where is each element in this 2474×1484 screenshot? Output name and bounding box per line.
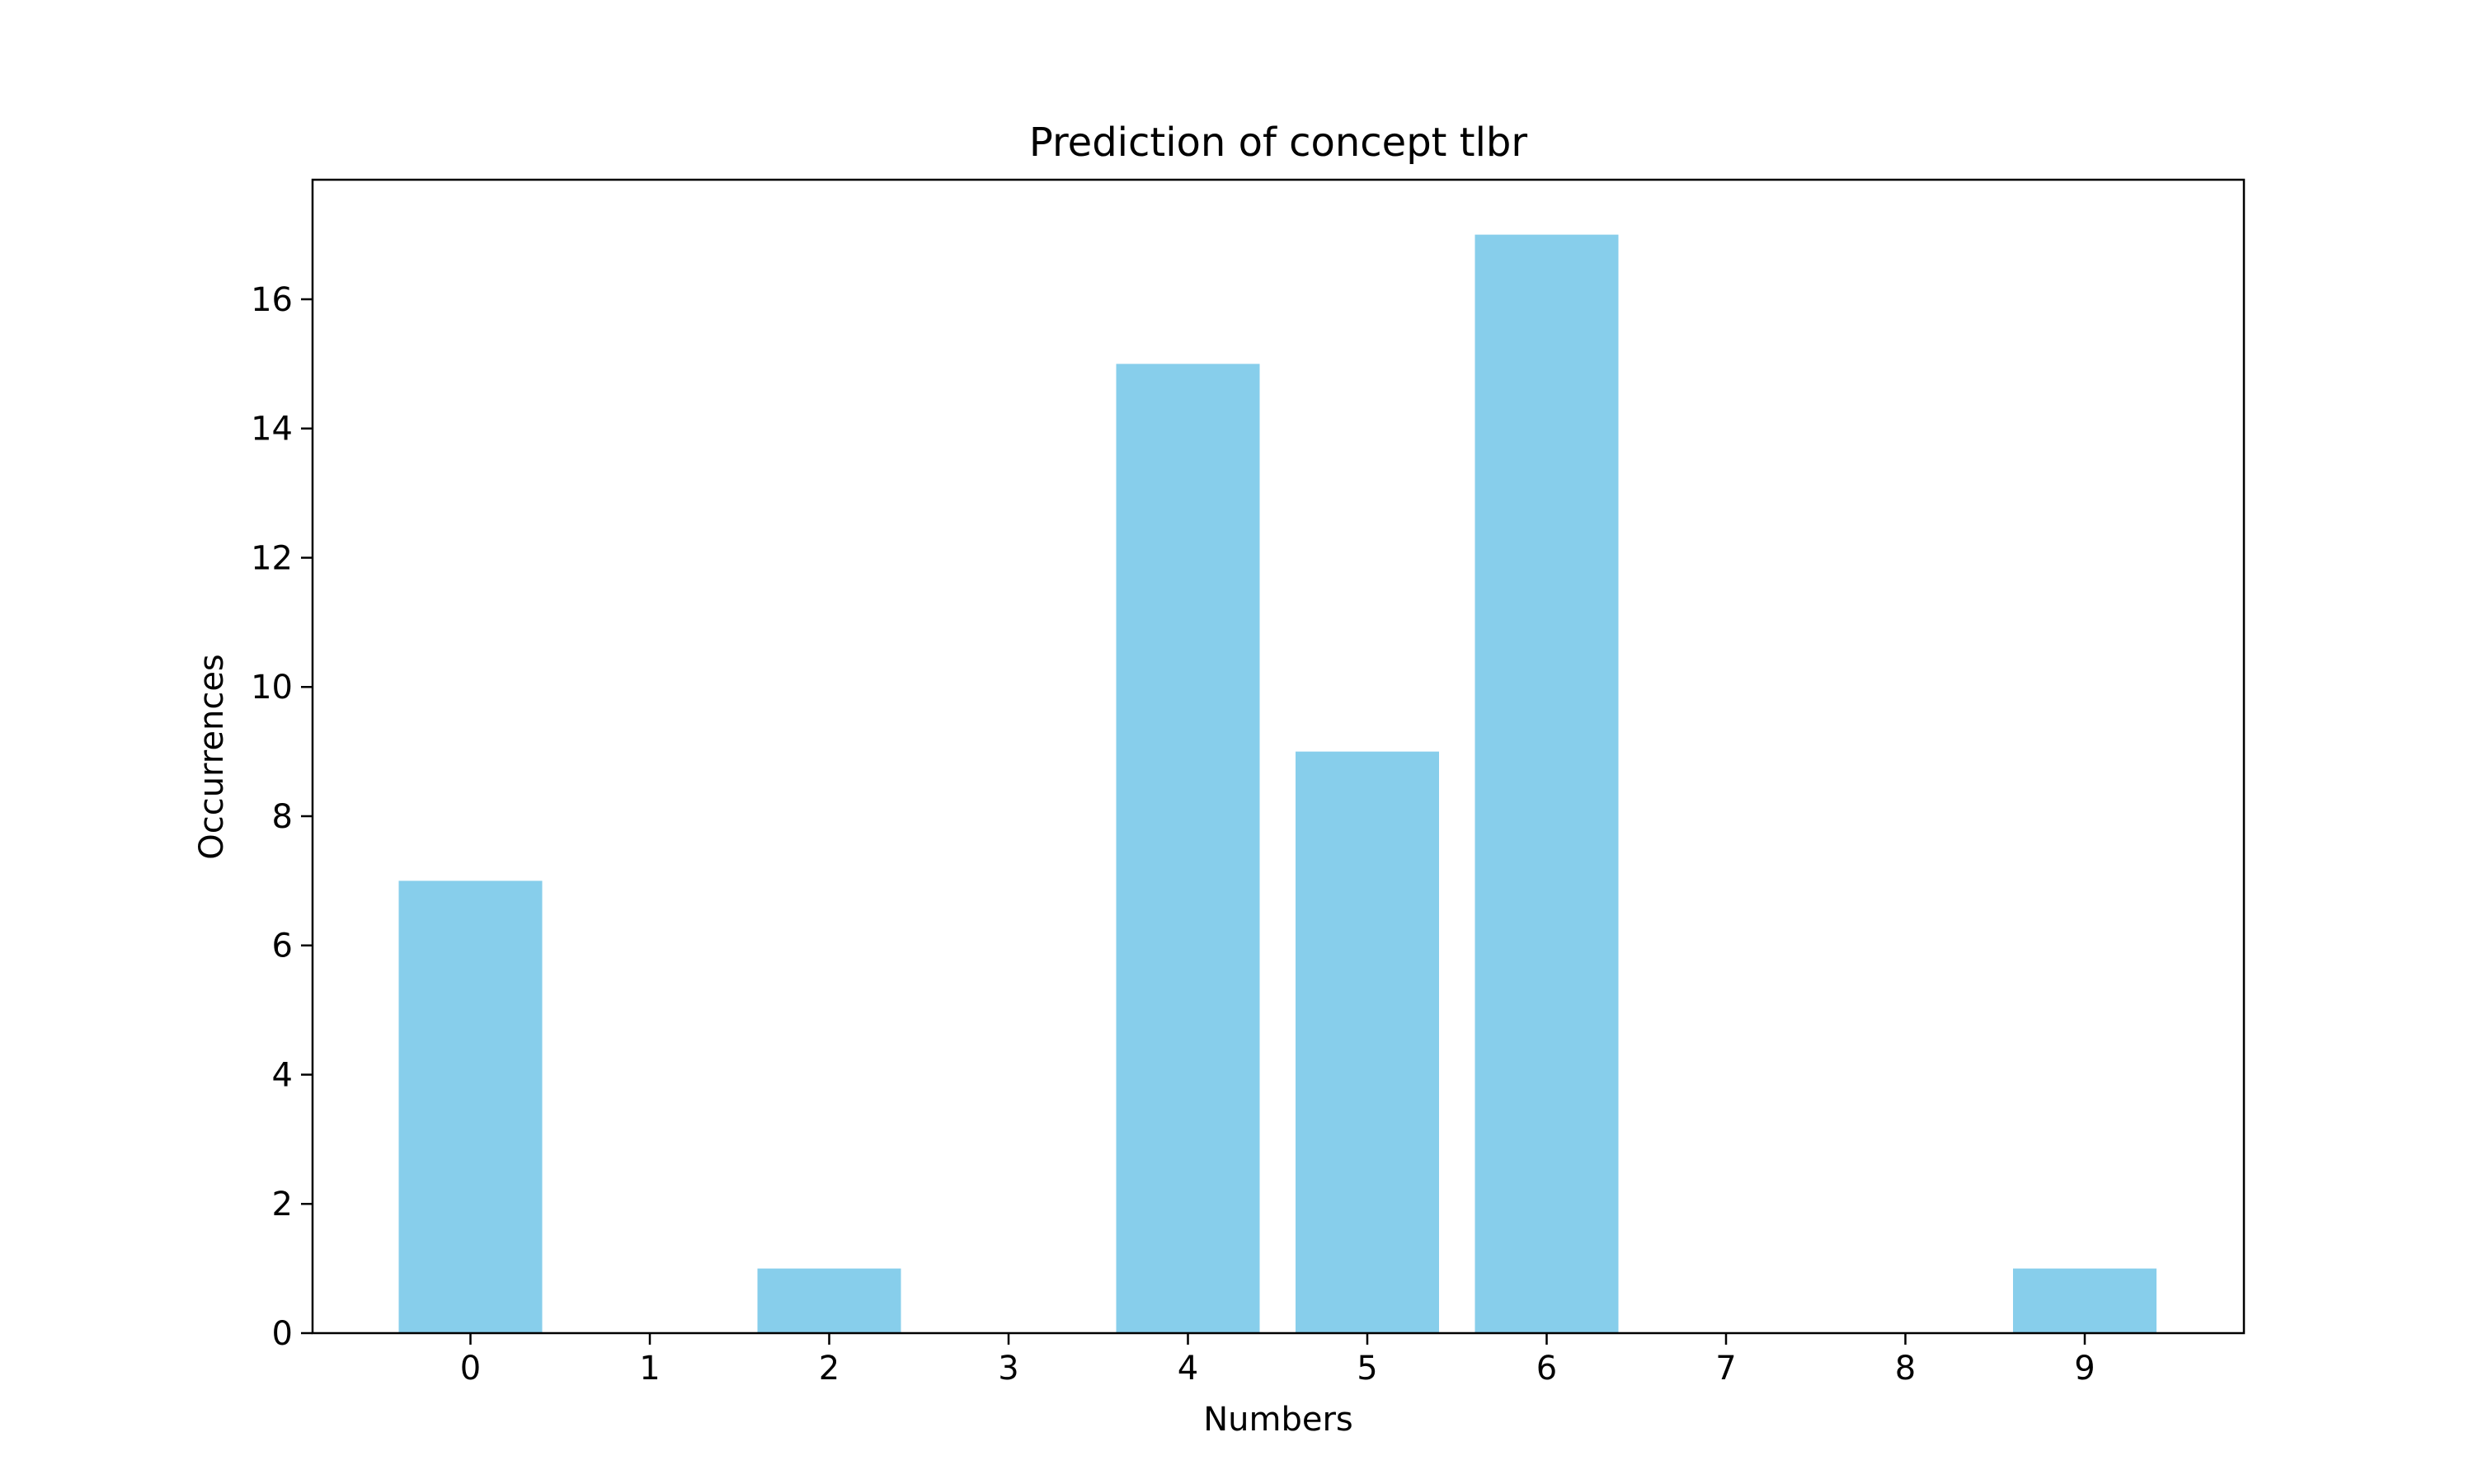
x-tick-label: 8 — [1895, 1350, 1916, 1388]
x-tick-label: 4 — [1178, 1350, 1198, 1388]
x-axis-ticks: 0 1 2 3 4 5 6 7 8 9 — [460, 1333, 2095, 1388]
y-tick-label: 0 — [272, 1315, 293, 1353]
bars-layer — [398, 234, 2157, 1334]
bar-0 — [398, 881, 543, 1333]
x-tick-label: 0 — [460, 1350, 481, 1388]
x-tick-label: 1 — [639, 1350, 660, 1388]
y-tick-label: 16 — [251, 281, 293, 319]
x-tick-label: 6 — [1536, 1350, 1557, 1388]
x-axis-label: Numbers — [1203, 1401, 1353, 1439]
y-tick-label: 4 — [272, 1056, 293, 1094]
bar-4 — [1116, 364, 1260, 1333]
bar-6 — [1475, 234, 1619, 1334]
y-axis-label: Occurrences — [193, 654, 231, 860]
x-tick-label: 3 — [998, 1350, 1018, 1388]
bar-9 — [2013, 1268, 2157, 1333]
x-tick-label: 2 — [819, 1350, 840, 1388]
y-tick-label: 2 — [272, 1186, 293, 1223]
y-tick-label: 12 — [251, 539, 293, 577]
chart-title: Prediction of concept tlbr — [1029, 120, 1528, 166]
x-tick-label: 9 — [2074, 1350, 2095, 1388]
y-tick-label: 6 — [272, 928, 293, 965]
x-tick-label: 5 — [1357, 1350, 1377, 1388]
y-tick-label: 8 — [272, 798, 293, 836]
y-tick-label: 14 — [251, 411, 293, 448]
bar-5 — [1296, 751, 1439, 1333]
x-tick-label: 7 — [1715, 1350, 1736, 1388]
y-tick-label: 10 — [251, 669, 293, 707]
y-axis-ticks: 0 2 4 6 8 10 12 14 16 — [251, 281, 313, 1353]
bar-2 — [757, 1268, 901, 1333]
plot-frame — [311, 178, 2246, 1335]
